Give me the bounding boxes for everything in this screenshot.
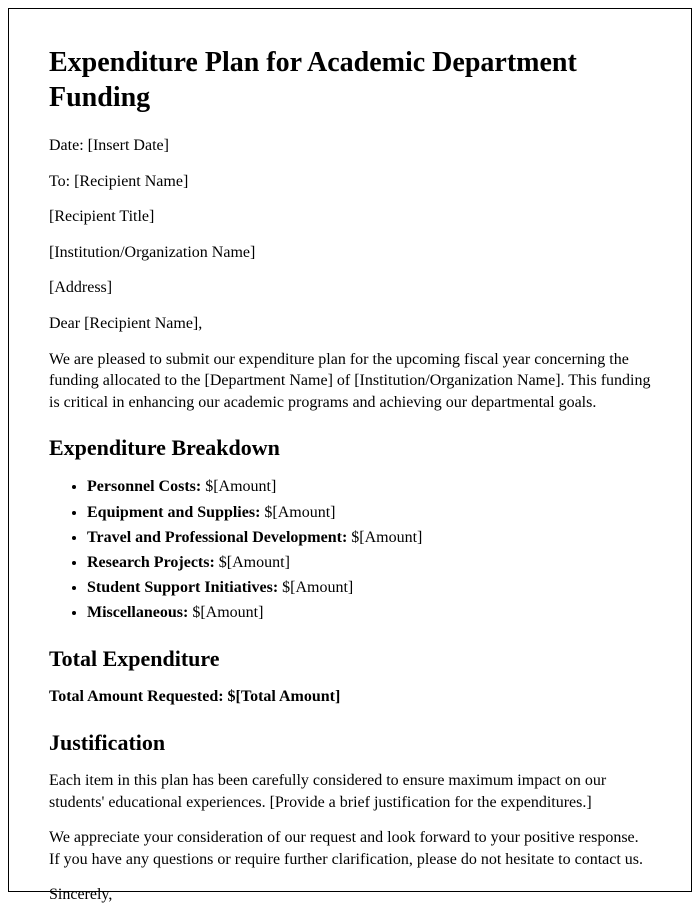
breakdown-item-value: $[Amount] <box>260 504 335 521</box>
document-title: Expenditure Plan for Academic Department… <box>49 45 651 115</box>
breakdown-heading: Expenditure Breakdown <box>49 435 651 461</box>
breakdown-item-label: Equipment and Supplies: <box>87 504 260 521</box>
breakdown-list: Personnel Costs: $[Amount]Equipment and … <box>87 475 651 624</box>
breakdown-item-label: Student Support Initiatives: <box>87 579 278 596</box>
justification-heading: Justification <box>49 730 651 756</box>
date-line: Date: [Insert Date] <box>49 135 651 157</box>
breakdown-item-value: $[Amount] <box>188 604 263 621</box>
intro-paragraph: We are pleased to submit our expenditure… <box>49 349 651 414</box>
salutation: Dear [Recipient Name], <box>49 313 651 335</box>
breakdown-item: Student Support Initiatives: $[Amount] <box>87 576 651 599</box>
breakdown-item-value: $[Amount] <box>347 529 422 546</box>
document-page: Expenditure Plan for Academic Department… <box>8 8 692 892</box>
closing-paragraph: We appreciate your consideration of our … <box>49 827 651 870</box>
signoff: Sincerely, <box>49 884 651 906</box>
breakdown-item-value: $[Amount] <box>278 579 353 596</box>
breakdown-item-value: $[Amount] <box>215 554 290 571</box>
breakdown-item: Travel and Professional Development: $[A… <box>87 526 651 549</box>
address-line: [Address] <box>49 277 651 299</box>
justification-paragraph: Each item in this plan has been carefull… <box>49 770 651 813</box>
institution-line: [Institution/Organization Name] <box>49 242 651 264</box>
breakdown-item: Equipment and Supplies: $[Amount] <box>87 501 651 524</box>
total-heading: Total Expenditure <box>49 646 651 672</box>
breakdown-item-label: Personnel Costs: <box>87 478 201 495</box>
total-label: Total Amount Requested: <box>49 688 228 705</box>
breakdown-item: Personnel Costs: $[Amount] <box>87 475 651 498</box>
breakdown-item: Research Projects: $[Amount] <box>87 551 651 574</box>
breakdown-item-value: $[Amount] <box>201 478 276 495</box>
breakdown-item-label: Travel and Professional Development: <box>87 529 347 546</box>
breakdown-item: Miscellaneous: $[Amount] <box>87 601 651 624</box>
total-value: $[Total Amount] <box>228 688 341 705</box>
total-line: Total Amount Requested: $[Total Amount] <box>49 686 651 708</box>
recipient-title-line: [Recipient Title] <box>49 206 651 228</box>
breakdown-item-label: Miscellaneous: <box>87 604 188 621</box>
breakdown-item-label: Research Projects: <box>87 554 215 571</box>
to-line: To: [Recipient Name] <box>49 171 651 193</box>
